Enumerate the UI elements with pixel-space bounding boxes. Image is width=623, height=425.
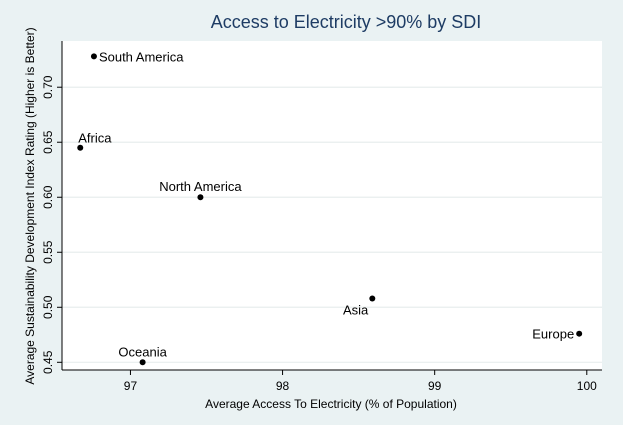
data-point — [139, 359, 146, 366]
plot-area — [62, 41, 602, 370]
data-point — [90, 53, 97, 60]
point-label: Europe — [532, 327, 574, 342]
point-label: North America — [159, 179, 242, 194]
y-axis-ticks: 0.45 0.50 0.55 0.60 0.65 0.70 — [41, 75, 62, 374]
x-axis-ticks: 97 98 99 100 — [124, 370, 597, 393]
x-tick-label: 97 — [124, 379, 138, 393]
y-tick-label: 0.60 — [41, 185, 55, 209]
x-tick-label: 99 — [428, 379, 442, 393]
point-label: Oceania — [118, 344, 167, 359]
chart-title: Access to Electricity >90% by SDI — [211, 12, 482, 32]
x-tick-label: 100 — [577, 379, 597, 393]
y-tick-label: 0.55 — [41, 240, 55, 264]
y-tick-label: 0.70 — [41, 75, 55, 99]
point-label: Africa — [78, 131, 112, 146]
y-tick-label: 0.45 — [41, 350, 55, 374]
data-points: South America Africa North America Asia Euro… — [77, 49, 583, 366]
grid-lines — [62, 86, 602, 363]
data-point — [77, 144, 84, 151]
x-tick-label: 98 — [276, 379, 290, 393]
y-tick-label: 0.50 — [41, 295, 55, 319]
data-point — [369, 295, 376, 302]
point-label: Asia — [343, 302, 369, 317]
data-point — [576, 330, 583, 337]
point-label: South America — [99, 49, 184, 64]
data-point — [197, 194, 204, 201]
y-axis-label: Average Sustainability Development Index… — [23, 27, 37, 384]
y-tick-label: 0.65 — [41, 130, 55, 154]
x-axis-label: Average Access To Electricity (% of Popu… — [205, 397, 457, 411]
